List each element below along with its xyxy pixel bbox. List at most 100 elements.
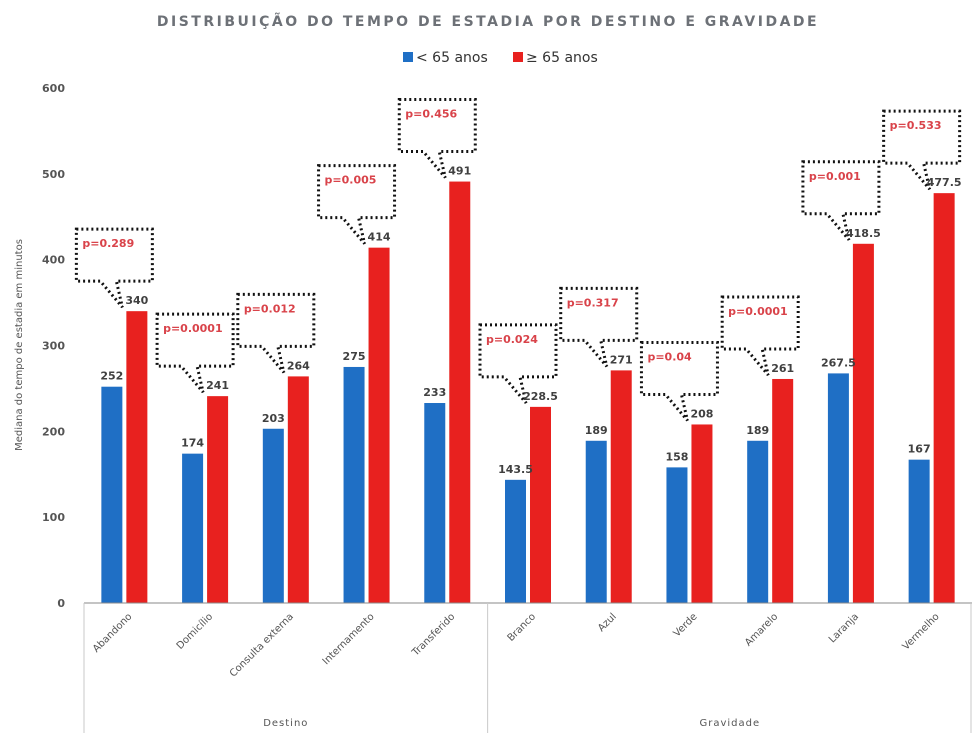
bars xyxy=(101,181,955,604)
data-label: 477.5 xyxy=(927,176,962,189)
y-tick-label: 300 xyxy=(42,340,65,353)
bar-65-plus xyxy=(691,424,713,603)
bar-under-65 xyxy=(424,403,446,603)
bar-65-plus xyxy=(449,181,471,603)
bar-65-plus xyxy=(126,311,148,603)
bar-under-65 xyxy=(262,428,284,603)
p-value-callout xyxy=(317,164,397,245)
legend-label-0: < 65 anos xyxy=(416,50,488,66)
p-value-callout xyxy=(236,292,316,374)
p-value-label: p=0.005 xyxy=(325,174,377,187)
data-label: 275 xyxy=(343,350,366,363)
p-value-label: p=0.456 xyxy=(405,108,457,121)
p-value-label: p=0.533 xyxy=(890,119,942,132)
p-value-callout xyxy=(720,295,800,376)
data-label: 208 xyxy=(690,407,713,420)
data-label: 203 xyxy=(262,412,285,425)
data-label: 340 xyxy=(125,294,148,307)
p-value-callouts: p=0.289 p=0.0001 p=0.012 p=0.005 p=0.456 p=0.… xyxy=(74,98,962,422)
data-label: 174 xyxy=(181,437,204,450)
bar-65-plus xyxy=(933,193,955,604)
data-label: 158 xyxy=(665,450,688,463)
data-label: 261 xyxy=(771,362,794,375)
y-axis-ticks: 0 100 200 300 400 500 600 xyxy=(42,82,65,610)
p-value-label: p=0.012 xyxy=(244,302,296,315)
p-value-label: p=0.317 xyxy=(567,296,619,309)
data-label: 241 xyxy=(206,379,229,392)
data-label: 167 xyxy=(908,443,931,456)
x-category-label: Internamento xyxy=(321,611,377,667)
data-label: 267.5 xyxy=(821,356,856,369)
group-label: Gravidade xyxy=(699,718,760,729)
x-category-label: Azul xyxy=(596,611,619,634)
p-value-label: p=0.0001 xyxy=(728,305,788,318)
y-axis-label: Mediana do tempo de estadia em minutos xyxy=(14,239,25,451)
axes: Destino Gravidade xyxy=(83,602,972,733)
p-value-callout xyxy=(478,323,558,404)
x-category-label: Branco xyxy=(506,611,539,644)
bar-65-plus xyxy=(852,243,874,603)
bar-65-plus xyxy=(610,370,632,603)
bar-65-plus xyxy=(772,378,794,603)
bar-under-65 xyxy=(182,453,204,603)
bar-65-plus xyxy=(530,406,551,603)
bar-under-65 xyxy=(747,440,769,603)
p-value-callout xyxy=(559,286,639,368)
p-value-callout xyxy=(882,109,962,191)
x-category-label: Transferido xyxy=(410,611,458,659)
p-value-callout xyxy=(397,98,477,179)
bar-under-65 xyxy=(666,467,688,603)
x-category-label: Verde xyxy=(672,611,700,639)
bar-under-65 xyxy=(505,479,526,603)
bar-under-65 xyxy=(343,366,365,603)
legend-swatch-1 xyxy=(513,52,523,62)
y-tick-label: 600 xyxy=(42,82,65,95)
p-value-label: p=0.0001 xyxy=(163,322,223,335)
data-label: 233 xyxy=(423,386,446,399)
y-tick-label: 200 xyxy=(42,425,65,438)
p-value-label: p=0.024 xyxy=(486,333,538,346)
x-axis-category-labels: Abandono Domicílio Consulta externa Interna… xyxy=(91,611,942,680)
x-category-label: Domicílio xyxy=(174,611,215,652)
legend-swatch-0 xyxy=(403,52,413,62)
data-label: 414 xyxy=(368,231,391,244)
bar-65-plus xyxy=(287,376,309,603)
bar-under-65 xyxy=(908,459,930,603)
p-value-label: p=0.289 xyxy=(82,237,134,250)
data-label: 143.5 xyxy=(498,463,533,476)
data-label: 271 xyxy=(610,353,633,366)
p-value-label: p=0.04 xyxy=(647,350,692,363)
p-value-callout xyxy=(155,312,235,394)
data-label: 228.5 xyxy=(523,390,558,403)
p-value-label: p=0.001 xyxy=(809,170,861,183)
data-label: 252 xyxy=(100,370,123,383)
x-category-label: Consulta externa xyxy=(228,611,296,679)
x-category-label: Amarelo xyxy=(743,611,780,648)
data-label: 491 xyxy=(448,165,471,178)
legend-label-1: ≥ 65 anos xyxy=(526,50,598,66)
x-category-label: Abandono xyxy=(91,611,135,655)
data-labels: 252 340 174 241 203 264 275 414 233 491 143.5 228.5… xyxy=(100,165,961,476)
bar-65-plus xyxy=(207,396,229,603)
data-label: 264 xyxy=(287,359,310,372)
data-label: 189 xyxy=(585,424,608,437)
x-category-label: Vermelho xyxy=(901,611,942,652)
bar-65-plus xyxy=(368,247,390,603)
bar-under-65 xyxy=(101,386,123,603)
bar-under-65 xyxy=(585,440,607,603)
data-label: 189 xyxy=(746,424,769,437)
x-category-label: Laranja xyxy=(827,611,861,645)
group-label: Destino xyxy=(263,718,308,729)
y-tick-label: 0 xyxy=(57,597,65,610)
legend: < 65 anos ≥ 65 anos xyxy=(403,50,598,66)
bar-under-65 xyxy=(827,373,849,603)
data-label: 418.5 xyxy=(846,227,881,240)
p-value-callout xyxy=(639,340,719,422)
chart-title: DISTRIBUIÇÃO DO TEMPO DE ESTADIA POR DES… xyxy=(157,13,819,30)
y-tick-label: 400 xyxy=(42,254,65,267)
y-tick-label: 100 xyxy=(42,511,65,524)
y-tick-label: 500 xyxy=(42,168,65,181)
p-value-callout xyxy=(801,160,881,241)
